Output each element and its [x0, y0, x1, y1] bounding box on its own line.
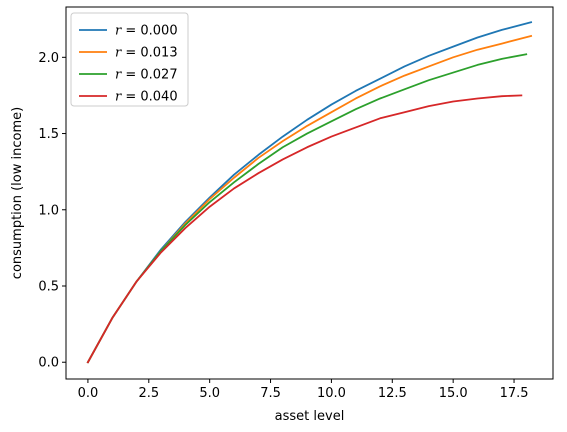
y-tick-label: 1.5: [38, 127, 59, 142]
legend-entry: r = 0.040: [79, 90, 178, 105]
series-line-0: [86, 21, 533, 364]
x-tick-label: 2.5: [138, 386, 159, 401]
series-line-3: [86, 94, 523, 364]
y-tick-label: 0.0: [38, 356, 59, 371]
legend-label: r = 0.040: [115, 90, 178, 105]
series-line-2: [86, 53, 528, 364]
legend-entry: r = 0.013: [79, 46, 178, 61]
legend-label: r = 0.027: [115, 68, 178, 83]
x-tick-label: 10.0: [317, 386, 346, 401]
series-layer: [86, 21, 533, 364]
legend-entry: r = 0.027: [79, 68, 178, 83]
x-axis-label: asset level: [275, 409, 345, 424]
legend-label: r = 0.013: [115, 46, 178, 61]
y-tick-label: 1.0: [38, 203, 59, 218]
x-tick-label: 7.5: [260, 386, 281, 401]
y-axis-label: consumption (low income): [10, 107, 25, 279]
x-tick-label: 15.0: [439, 386, 468, 401]
y-tick-label: 2.0: [38, 51, 59, 66]
y-tick-label: 0.5: [38, 280, 59, 295]
x-tick-label: 5.0: [199, 386, 220, 401]
x-tick-label: 12.5: [378, 386, 407, 401]
legend-box: [70, 12, 189, 107]
legend-label: r = 0.000: [115, 24, 178, 39]
axes-border: [65, 6, 554, 380]
x-axis: 0.0 2.5 5.0 7.5 10.0 12.5 15.0 17.5: [78, 379, 529, 401]
axes-frame: [65, 6, 554, 380]
x-tick-label: 17.5: [500, 386, 529, 401]
x-tick-label: 0.0: [78, 386, 99, 401]
legend-entry: r = 0.000: [79, 24, 178, 39]
legend: r = 0.000 r = 0.013 r = 0.027 r = 0.040: [70, 12, 189, 107]
y-axis: 0.0 0.5 1.0 1.5 2.0: [38, 51, 66, 371]
